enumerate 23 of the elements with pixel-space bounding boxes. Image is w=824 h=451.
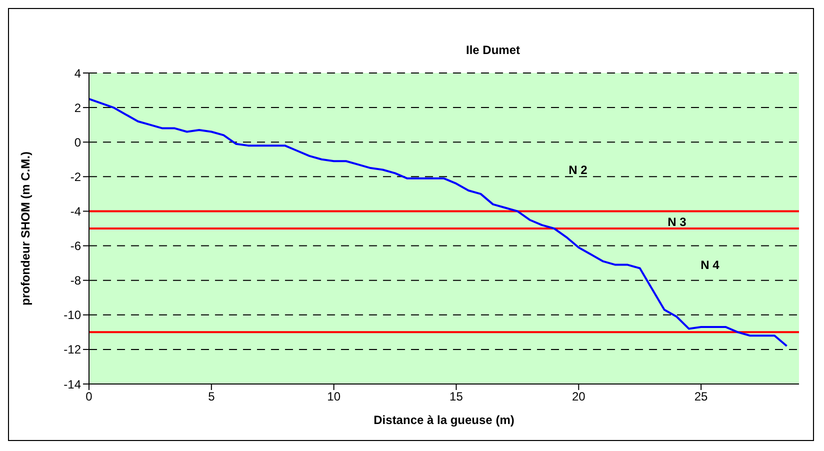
y-tick-label: 0 <box>74 135 82 150</box>
annotation: N 4 <box>700 258 720 272</box>
line-series <box>89 98 788 347</box>
chart-title: Ile Dumet <box>464 43 521 57</box>
annotation: N 3 <box>666 215 688 229</box>
y-tick-label: -14 <box>64 377 82 392</box>
y-tick-label: -2 <box>70 170 82 184</box>
y-tick-label: 2 <box>74 100 82 115</box>
annotation: N 2 <box>568 163 588 177</box>
x-tick-label: 10 <box>327 390 341 404</box>
x-tick-label: 25 <box>694 390 708 404</box>
x-tick-label: 0 <box>86 390 93 404</box>
x-axis-title: Distance à la gueuse (m) <box>374 413 514 427</box>
y-tick-label: -10 <box>64 308 82 322</box>
x-tick-label: 5 <box>208 390 216 404</box>
y-tick-label: 4 <box>74 66 82 80</box>
y-tick-label: -6 <box>70 239 82 254</box>
y-tick-label: -12 <box>64 342 82 357</box>
x-tick-label: 20 <box>572 390 586 404</box>
y-axis-title: profondeur SHOM (m C.M.) <box>18 152 32 306</box>
y-tick-label: -4 <box>70 204 82 218</box>
y-tick-label: -8 <box>70 274 82 288</box>
x-tick-label: 15 <box>450 390 464 404</box>
